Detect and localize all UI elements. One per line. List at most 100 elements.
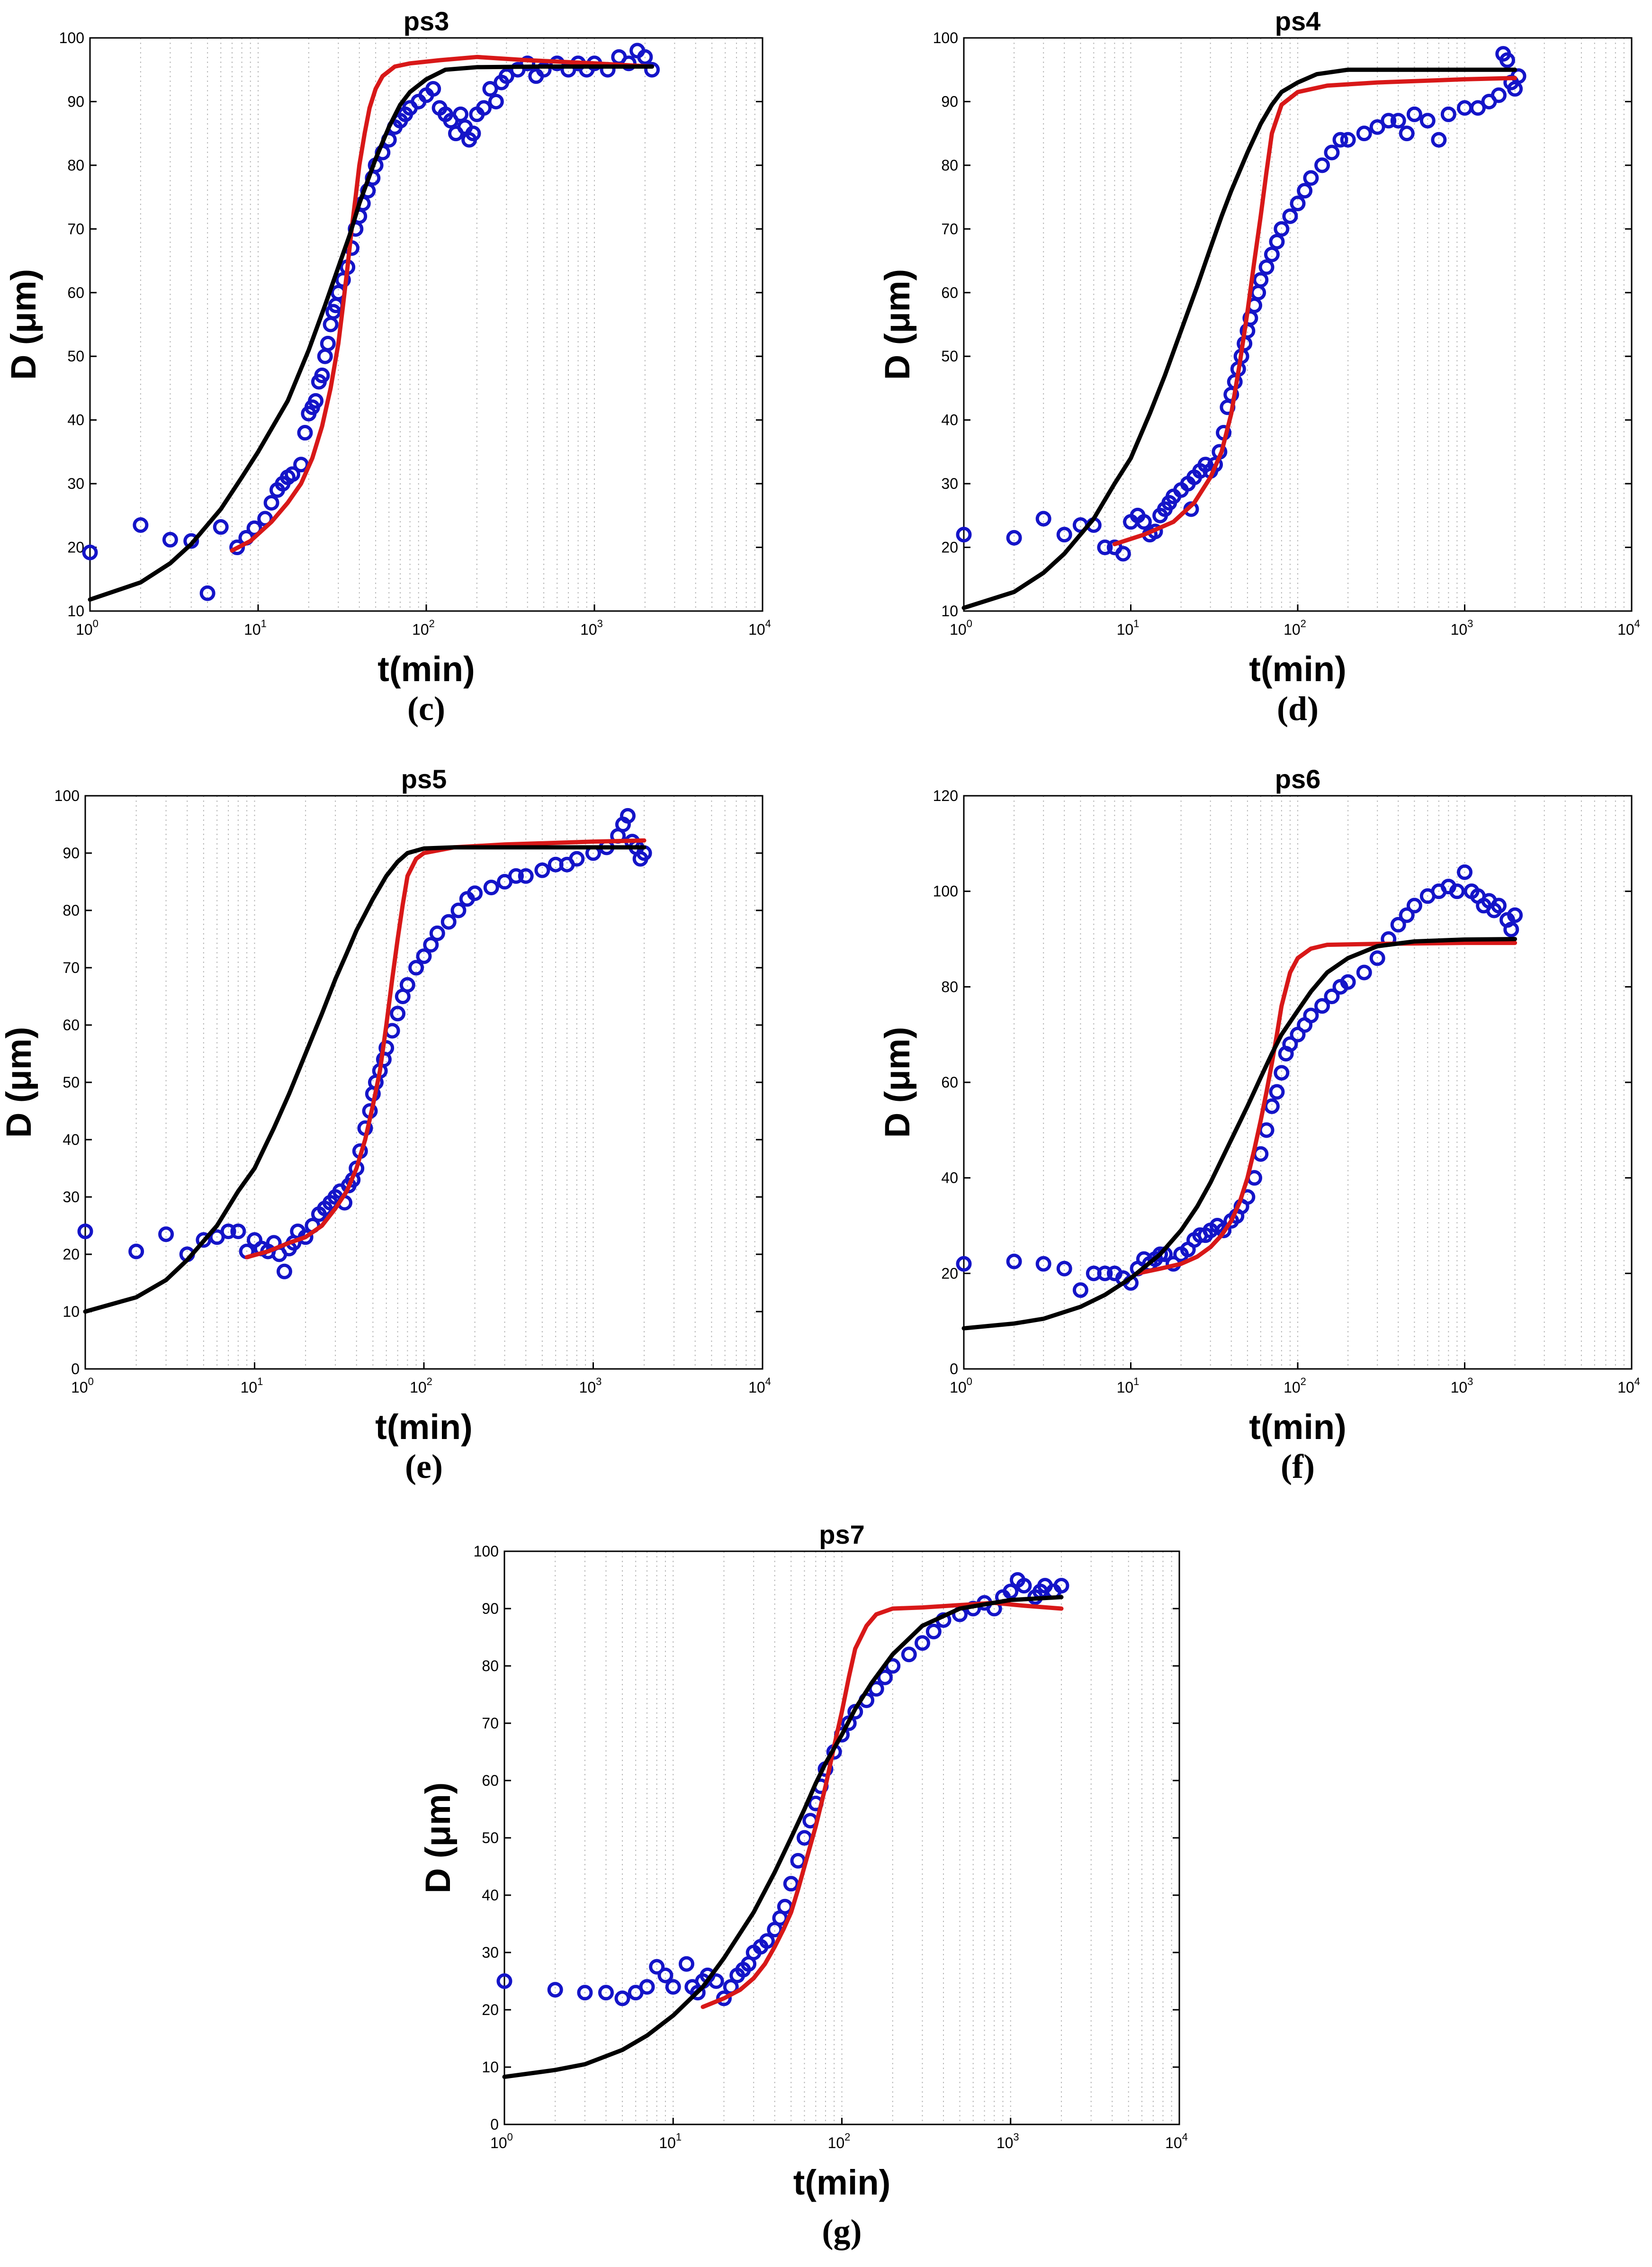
y-tick-label: 10 xyxy=(941,603,958,620)
data-point xyxy=(476,100,492,116)
y-tick-label: 20 xyxy=(941,539,958,556)
data-point xyxy=(716,1990,732,2006)
y-tick-label: 30 xyxy=(67,475,84,492)
data-point xyxy=(1324,144,1340,161)
y-tick-label: 30 xyxy=(941,475,958,492)
y-tick-label: 40 xyxy=(63,1131,80,1148)
data-point xyxy=(914,1635,930,1651)
data-point xyxy=(1431,132,1447,148)
series-model-1 xyxy=(700,1601,1064,2009)
series-model-2 xyxy=(961,67,1517,610)
y-tick-label: 0 xyxy=(71,1360,80,1377)
y-tick-label: 90 xyxy=(482,1600,499,1617)
data-point xyxy=(390,1006,406,1022)
y-tick-label: 10 xyxy=(482,2059,499,2076)
data-point xyxy=(1258,259,1275,275)
data-point xyxy=(1274,221,1290,237)
y-tick-label: 80 xyxy=(941,978,958,995)
data-point xyxy=(1340,132,1356,148)
data-point xyxy=(1399,126,1415,142)
data-point xyxy=(1470,100,1486,116)
data-point xyxy=(1035,511,1051,527)
x-tick-label: 102 xyxy=(828,2131,851,2151)
data-point xyxy=(956,1256,972,1272)
data-point xyxy=(1324,989,1340,1004)
x-tick-label: 104 xyxy=(748,1376,771,1396)
data-point xyxy=(1340,974,1356,990)
y-tick-label: 60 xyxy=(941,284,958,301)
data-point xyxy=(308,393,324,409)
data-point xyxy=(483,880,499,896)
data-point xyxy=(77,1223,93,1240)
data-point xyxy=(1035,1256,1051,1272)
data-point xyxy=(498,68,514,84)
x-tick-label: 100 xyxy=(76,618,99,638)
data-point xyxy=(263,495,279,511)
y-tick-label: 100 xyxy=(59,29,84,46)
data-point xyxy=(1097,1265,1113,1281)
data-point xyxy=(213,519,229,535)
y-tick-label: 90 xyxy=(63,845,80,862)
x-tick-label: 102 xyxy=(410,1376,432,1396)
chart-title: ps5 xyxy=(401,764,447,794)
data-point xyxy=(1003,1583,1019,1600)
panel-caption: (g) xyxy=(822,2213,862,2250)
y-tick-label: 20 xyxy=(67,539,84,556)
data-point xyxy=(620,808,636,824)
grid-lines xyxy=(555,1551,1172,2124)
data-point xyxy=(1507,907,1523,923)
data-point xyxy=(649,1959,665,1975)
series-line xyxy=(1112,76,1517,547)
data-point xyxy=(128,1243,144,1259)
data-point xyxy=(1056,527,1072,543)
series-line xyxy=(961,67,1517,610)
series-line xyxy=(244,838,646,1259)
x-tick-label: 103 xyxy=(580,618,603,638)
panel-caption: (d) xyxy=(1277,690,1319,728)
series-line xyxy=(230,54,655,553)
series-line xyxy=(502,1595,1064,2079)
data-point xyxy=(901,1646,917,1663)
data-point xyxy=(1390,113,1406,129)
data-point xyxy=(1503,921,1519,937)
data-point xyxy=(183,533,199,549)
data-point xyxy=(956,527,972,543)
chart-title: ps6 xyxy=(1275,764,1321,794)
data-point xyxy=(1406,106,1422,122)
x-tick-label: 104 xyxy=(1617,1376,1640,1396)
y-tick-label: 80 xyxy=(482,1657,499,1674)
grid-lines xyxy=(140,38,755,611)
y-tick-label: 50 xyxy=(482,1829,499,1846)
data-point xyxy=(577,1985,593,2001)
data-point xyxy=(158,1226,174,1242)
x-tick-label: 102 xyxy=(412,618,435,638)
data-point xyxy=(1399,907,1415,923)
y-tick-label: 80 xyxy=(67,157,84,174)
data-point xyxy=(1457,864,1472,880)
data-point xyxy=(1269,1084,1285,1100)
data-point xyxy=(665,1979,681,1995)
data-point xyxy=(759,1933,775,1949)
data-point xyxy=(496,1973,512,1989)
x-tick-label: 104 xyxy=(1617,618,1640,638)
data-point xyxy=(1390,917,1406,933)
data-point xyxy=(547,1982,563,1998)
data-point xyxy=(229,540,245,556)
data-point xyxy=(1016,1578,1032,1594)
x-tick-label: 103 xyxy=(1451,618,1473,638)
data-point xyxy=(199,585,215,601)
data-point xyxy=(678,1956,694,1972)
y-tick-label: 10 xyxy=(67,603,84,620)
data-point xyxy=(1006,530,1022,546)
y-tick-label: 60 xyxy=(941,1074,958,1091)
x-axis-label: t(min) xyxy=(377,649,475,689)
y-tick-label: 20 xyxy=(63,1246,80,1263)
data-point xyxy=(644,62,660,78)
x-tick-label: 100 xyxy=(71,1376,94,1396)
data-point xyxy=(1297,183,1313,199)
data-point xyxy=(284,466,300,482)
series-measured xyxy=(496,1572,1069,2006)
series-model-1 xyxy=(230,54,655,553)
data-point xyxy=(482,81,498,97)
series-line xyxy=(961,937,1517,1331)
